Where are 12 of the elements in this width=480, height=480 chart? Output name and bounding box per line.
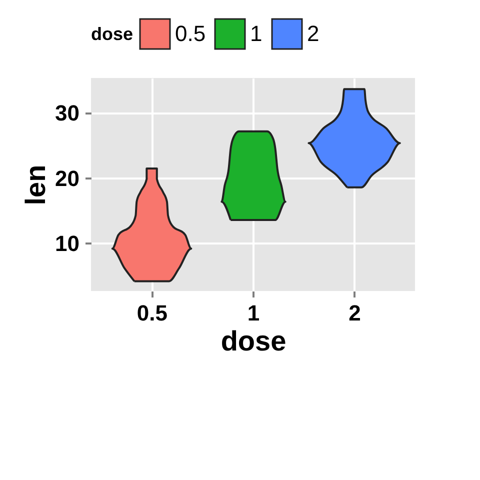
y-tick-label: 20 xyxy=(55,166,80,191)
legend-label: 2 xyxy=(307,21,320,46)
y-tick-label: 30 xyxy=(55,100,80,126)
legend-label: 1 xyxy=(250,21,262,46)
x-axis-title: dose xyxy=(220,326,286,356)
y-axis-title: len xyxy=(20,164,52,206)
x-tick-label: 0.5 xyxy=(136,300,168,326)
x-tick-label: 2 xyxy=(348,300,361,326)
legend-label: 0.5 xyxy=(175,21,206,46)
x-tick-label: 1 xyxy=(247,300,260,326)
y-tick-label: 10 xyxy=(55,230,80,256)
legend-title: dose xyxy=(91,24,134,44)
